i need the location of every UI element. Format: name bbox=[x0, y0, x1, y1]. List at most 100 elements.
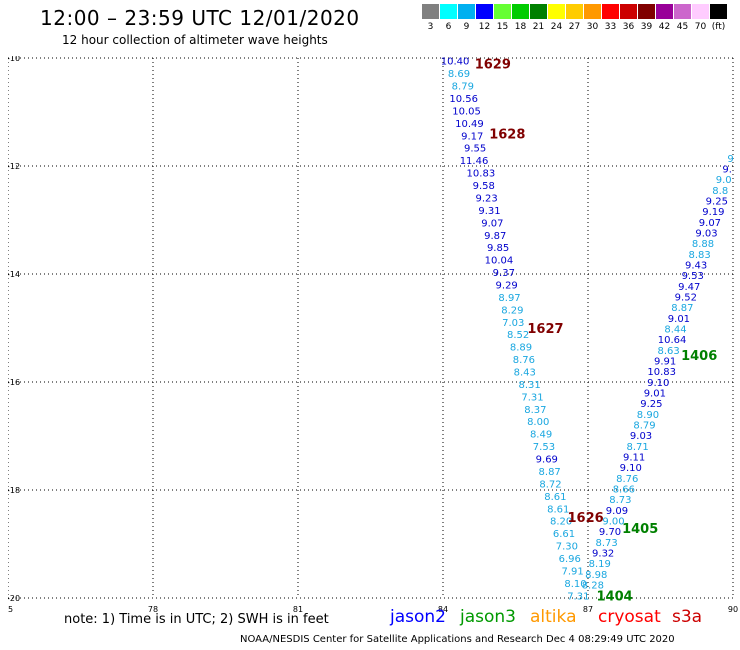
wave-height-value: 8.10 bbox=[564, 579, 586, 590]
satellite-name: cryosat bbox=[598, 607, 661, 627]
wave-height-value: 8.79 bbox=[633, 421, 655, 432]
legend-label: 70 bbox=[694, 22, 707, 32]
wave-height-value: 9.10 bbox=[647, 378, 669, 389]
legend-swatch bbox=[710, 4, 727, 19]
y-tick-label: -18 bbox=[8, 486, 20, 495]
wave-height-value: 8.90 bbox=[637, 410, 659, 421]
wave-height-value: 9.47 bbox=[678, 282, 700, 293]
wave-height-value: 9.07 bbox=[699, 218, 721, 229]
wave-height-value: 8.72 bbox=[539, 479, 561, 490]
credit-line: NOAA/NESDIS Center for Satellite Applica… bbox=[240, 634, 675, 645]
wave-height-value: 7.31 bbox=[567, 591, 589, 602]
wave-height-value: 9.25 bbox=[706, 197, 728, 208]
legend-label: 30 bbox=[586, 22, 599, 32]
legend-label: 45 bbox=[676, 22, 689, 32]
wave-height-value: 9.03 bbox=[630, 431, 652, 442]
legend-label: 27 bbox=[568, 22, 581, 32]
wave-height-value: 8.19 bbox=[589, 559, 611, 570]
wave-height-value: 10.40 bbox=[441, 57, 470, 68]
wave-height-value: 9.11 bbox=[623, 453, 645, 464]
satellite-name: altika bbox=[530, 607, 577, 627]
wave-height-value: 9.87 bbox=[484, 231, 506, 242]
wave-height-value: 8.61 bbox=[547, 504, 569, 515]
wave-height-value: 8.61 bbox=[544, 492, 566, 503]
wave-height-value: 8.79 bbox=[452, 82, 474, 93]
legend-swatch bbox=[458, 4, 475, 19]
wave-height-value: 9.19 bbox=[702, 207, 724, 218]
x-tick-label: 75 bbox=[8, 605, 13, 614]
legend-swatch bbox=[584, 4, 601, 19]
legend-swatch bbox=[638, 4, 655, 19]
wave-height-value: 11.46 bbox=[460, 156, 489, 167]
wave-height-value: 9.58 bbox=[473, 181, 495, 192]
legend-swatch bbox=[422, 4, 439, 19]
wave-height-value: 9.37 bbox=[493, 268, 515, 279]
wave-height-value: 9.00 bbox=[602, 517, 624, 528]
wave-height-value: 8.28 bbox=[582, 581, 604, 592]
wave-height-value: 9 bbox=[727, 154, 733, 165]
wave-height-value: 9.55 bbox=[464, 144, 486, 155]
wave-height-value: 7.53 bbox=[533, 442, 555, 453]
wave-height-value: 8.73 bbox=[595, 538, 617, 549]
wave-height-value: 8.87 bbox=[539, 467, 561, 478]
wave-height-value: 9.32 bbox=[592, 549, 614, 560]
legend-swatch bbox=[440, 4, 457, 19]
satellite-name: jason2 bbox=[390, 607, 446, 627]
satellite-name: s3a bbox=[672, 607, 703, 627]
wave-height-value: 10.64 bbox=[658, 335, 687, 346]
wave-height-value: 7.91 bbox=[561, 566, 583, 577]
wave-height-value: 8.44 bbox=[664, 325, 686, 336]
wave-height-value: 9.69 bbox=[536, 455, 558, 466]
pass-time-label: 1404 bbox=[596, 589, 632, 604]
y-tick-label: -12 bbox=[8, 162, 20, 171]
legend-label: 33 bbox=[604, 22, 617, 32]
wave-height-value: 10.83 bbox=[467, 169, 496, 180]
wave-height-value: 9.91 bbox=[654, 357, 676, 368]
axis-ticks: 75 78 81 84 87 90 -10 -12 -14 -16 -18 -20 bbox=[8, 56, 738, 614]
pass-time-labels: 1629 1628 1627 1626 1406 1405 1404 bbox=[475, 57, 718, 604]
color-legend: 3 6 9 12 15 18 21 24 27 30 33 36 39 42 45 70 (ft) bbox=[422, 4, 728, 34]
legend-swatch bbox=[656, 4, 673, 19]
wave-height-value: 8.29 bbox=[501, 305, 523, 316]
wave-height-value: 8.00 bbox=[527, 417, 549, 428]
satellite-name: jason3 bbox=[460, 607, 516, 627]
wave-height-value: 8.8 bbox=[712, 186, 728, 197]
wave-height-value: 9.53 bbox=[682, 271, 704, 282]
wave-height-value: 9.0 bbox=[716, 175, 732, 186]
pass-time-label: 1629 bbox=[475, 57, 511, 72]
wave-height-value: 9.17 bbox=[461, 131, 483, 142]
wave-height-value: 9.01 bbox=[644, 389, 666, 400]
wave-height-value: 9.70 bbox=[599, 527, 621, 538]
wave-height-value: 8.98 bbox=[585, 570, 607, 581]
wave-height-value: 8.83 bbox=[688, 250, 710, 261]
wave-height-value: 9. bbox=[722, 165, 732, 176]
wave-height-value: 6.96 bbox=[559, 554, 581, 565]
wave-height-value: 9.31 bbox=[478, 206, 500, 217]
pass-time-label: 1627 bbox=[527, 322, 563, 337]
map-title: 12:00 – 23:59 UTC 12/01/2020 bbox=[40, 6, 360, 30]
altimeter-map: 75 78 81 84 87 90 -10 -12 -14 -16 -18 -20 10.408.69… bbox=[8, 56, 738, 614]
wave-height-value: 9.52 bbox=[675, 293, 697, 304]
legend-swatch bbox=[530, 4, 547, 19]
wave-height-value: 10.83 bbox=[647, 367, 676, 378]
map-grid bbox=[8, 57, 734, 599]
y-tick-label: -10 bbox=[8, 56, 20, 63]
legend-swatch bbox=[692, 4, 709, 19]
x-tick-label: 90 bbox=[728, 605, 738, 614]
legend-label: 21 bbox=[532, 22, 545, 32]
legend-label: 3 bbox=[427, 22, 434, 32]
wave-height-value: 7.31 bbox=[521, 392, 543, 403]
legend-swatch bbox=[620, 4, 637, 19]
legend-label: 24 bbox=[550, 22, 563, 32]
legend-label: 15 bbox=[496, 22, 509, 32]
wave-height-value: 8.66 bbox=[613, 485, 635, 496]
pass-time-label: 1405 bbox=[622, 522, 658, 537]
wave-height-value: 7.03 bbox=[502, 318, 524, 329]
wave-height-value: 8.76 bbox=[513, 355, 535, 366]
wave-height-value: 9.03 bbox=[695, 229, 717, 240]
pass-time-label: 1626 bbox=[567, 511, 603, 526]
legend-swatch bbox=[512, 4, 529, 19]
y-tick-label: -14 bbox=[8, 270, 20, 279]
wave-height-value: 9.29 bbox=[496, 280, 518, 291]
legend-label: 36 bbox=[622, 22, 635, 32]
